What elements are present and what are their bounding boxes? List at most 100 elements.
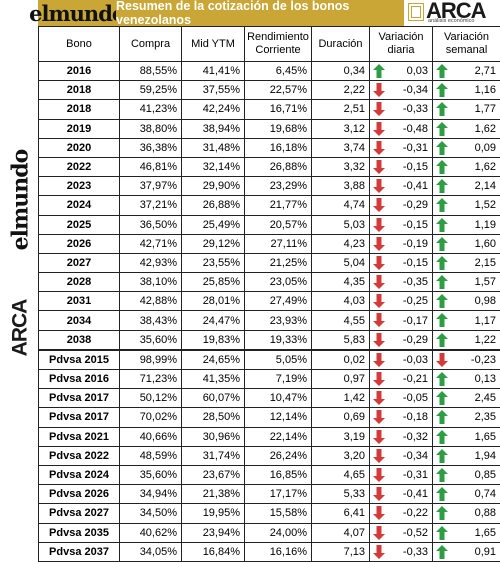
bono-cell: 2028 bbox=[39, 273, 120, 292]
rendimiento-cell: 12,14% bbox=[245, 408, 312, 427]
bono-cell: Pdvsa 2022 bbox=[39, 446, 120, 465]
variacion-diaria-cell-value: -0,33 bbox=[403, 103, 428, 115]
duracion-cell: 3,19 bbox=[312, 427, 370, 446]
variacion-semanal-cell-value: 2,14 bbox=[475, 180, 496, 192]
arrow-down-icon bbox=[373, 526, 385, 540]
bono-cell: Pdvsa 2021 bbox=[39, 427, 120, 446]
variacion-semanal-cell: 1,77 bbox=[433, 100, 500, 119]
mid-ytm-cell: 29,90% bbox=[182, 177, 245, 196]
variacion-diaria-cell-value: -0,31 bbox=[403, 469, 428, 481]
arrow-down-icon bbox=[373, 333, 385, 347]
compra-cell: 34,94% bbox=[120, 485, 182, 504]
variacion-semanal-cell: -0,23 bbox=[433, 350, 500, 370]
mid-ytm-cell: 19,83% bbox=[182, 330, 245, 350]
bono-cell: 2016 bbox=[39, 62, 120, 81]
mid-ytm-cell: 28,50% bbox=[182, 408, 245, 427]
arrow-down-icon bbox=[373, 391, 385, 405]
variacion-diaria-cell: -0,33 bbox=[370, 542, 433, 561]
mid-ytm-cell: 21,38% bbox=[182, 485, 245, 504]
variacion-diaria-cell: -0,25 bbox=[370, 292, 433, 311]
mid-ytm-cell: 37,55% bbox=[182, 81, 245, 100]
arrow-down-icon bbox=[373, 179, 385, 193]
variacion-diaria-cell-value: -0,15 bbox=[403, 257, 428, 269]
duracion-cell: 5,33 bbox=[312, 485, 370, 504]
compra-cell: 38,43% bbox=[120, 311, 182, 330]
rendimiento-cell: 5,05% bbox=[245, 350, 312, 370]
variacion-semanal-cell-value: 2,15 bbox=[475, 257, 496, 269]
arrow-up-icon bbox=[436, 294, 448, 308]
table-header-row: Bono Compra Mid YTM Rendimiento Corrient… bbox=[39, 27, 500, 62]
duracion-cell: 2,51 bbox=[312, 100, 370, 119]
title-bar: Resumen de la cotización de los bonos ve… bbox=[116, 0, 404, 26]
arrow-down-icon bbox=[373, 410, 385, 424]
arca-mark-icon bbox=[408, 3, 424, 21]
side-elmundo-text: elmundo bbox=[7, 150, 33, 251]
bono-cell: Pdvsa 2024 bbox=[39, 465, 120, 484]
variacion-diaria-cell: -0,41 bbox=[370, 177, 433, 196]
arrow-down-icon bbox=[373, 449, 385, 463]
arrow-up-icon bbox=[436, 391, 448, 405]
variacion-diaria-cell-value: -0,18 bbox=[403, 411, 428, 423]
duracion-cell: 3,20 bbox=[312, 446, 370, 465]
rendimiento-cell: 26,88% bbox=[245, 157, 312, 176]
mid-ytm-cell: 26,88% bbox=[182, 196, 245, 215]
rendimiento-cell: 23,29% bbox=[245, 177, 312, 196]
rendimiento-cell: 27,11% bbox=[245, 234, 312, 253]
variacion-semanal-cell: 0,85 bbox=[433, 465, 500, 484]
variacion-diaria-cell: -0,41 bbox=[370, 485, 433, 504]
bono-cell: Pdvsa 2027 bbox=[39, 504, 120, 523]
variacion-diaria-cell-value: -0,22 bbox=[403, 507, 428, 519]
bono-cell: Pdvsa 2035 bbox=[39, 523, 120, 542]
rendimiento-cell: 23,93% bbox=[245, 311, 312, 330]
rendimiento-cell: 22,14% bbox=[245, 427, 312, 446]
page-title: Resumen de la cotización de los bonos ve… bbox=[116, 0, 404, 27]
variacion-semanal-cell: 0,91 bbox=[433, 542, 500, 561]
variacion-semanal-cell: 1,16 bbox=[433, 81, 500, 100]
bono-cell: 2022 bbox=[39, 157, 120, 176]
arrow-up-icon bbox=[436, 430, 448, 444]
variacion-diaria-cell-value: -0,29 bbox=[403, 199, 428, 211]
compra-cell: 42,93% bbox=[120, 253, 182, 272]
compra-cell: 36,50% bbox=[120, 215, 182, 234]
variacion-diaria-cell: -0,33 bbox=[370, 100, 433, 119]
col-header-rendimiento: Rendimiento Corriente bbox=[245, 27, 312, 62]
rendimiento-cell: 19,68% bbox=[245, 119, 312, 138]
arrow-up-icon bbox=[436, 141, 448, 155]
arrow-up-icon bbox=[436, 218, 448, 232]
mid-ytm-cell: 38,94% bbox=[182, 119, 245, 138]
compra-cell: 38,80% bbox=[120, 119, 182, 138]
bono-cell: 2034 bbox=[39, 311, 120, 330]
variacion-diaria-cell: -0,48 bbox=[370, 119, 433, 138]
variacion-diaria-cell-value: -0,25 bbox=[403, 295, 428, 307]
variacion-diaria-cell-value: -0,41 bbox=[403, 488, 428, 500]
duracion-cell: 7,13 bbox=[312, 542, 370, 561]
elmundo-logo-text: elmundo bbox=[29, 0, 125, 28]
mid-ytm-cell: 23,55% bbox=[182, 253, 245, 272]
variacion-diaria-cell: -0,35 bbox=[370, 273, 433, 292]
arrow-up-icon bbox=[436, 122, 448, 136]
bono-cell: Pdvsa 2037 bbox=[39, 542, 120, 561]
variacion-diaria-cell-value: -0,34 bbox=[403, 450, 428, 462]
variacion-semanal-cell-value: 0,13 bbox=[475, 373, 496, 385]
variacion-diaria-cell-value: -0,33 bbox=[403, 546, 428, 558]
variacion-semanal-cell-value: 1,22 bbox=[475, 334, 496, 346]
rendimiento-cell: 27,49% bbox=[245, 292, 312, 311]
compra-cell: 42,88% bbox=[120, 292, 182, 311]
variacion-diaria-cell-value: -0,52 bbox=[403, 527, 428, 539]
duracion-cell: 6,41 bbox=[312, 504, 370, 523]
mid-ytm-cell: 32,14% bbox=[182, 157, 245, 176]
variacion-semanal-cell-value: 0,85 bbox=[475, 469, 496, 481]
duracion-cell: 4,35 bbox=[312, 273, 370, 292]
compra-cell: 40,62% bbox=[120, 523, 182, 542]
compra-cell: 35,60% bbox=[120, 330, 182, 350]
variacion-diaria-cell: -0,15 bbox=[370, 157, 433, 176]
